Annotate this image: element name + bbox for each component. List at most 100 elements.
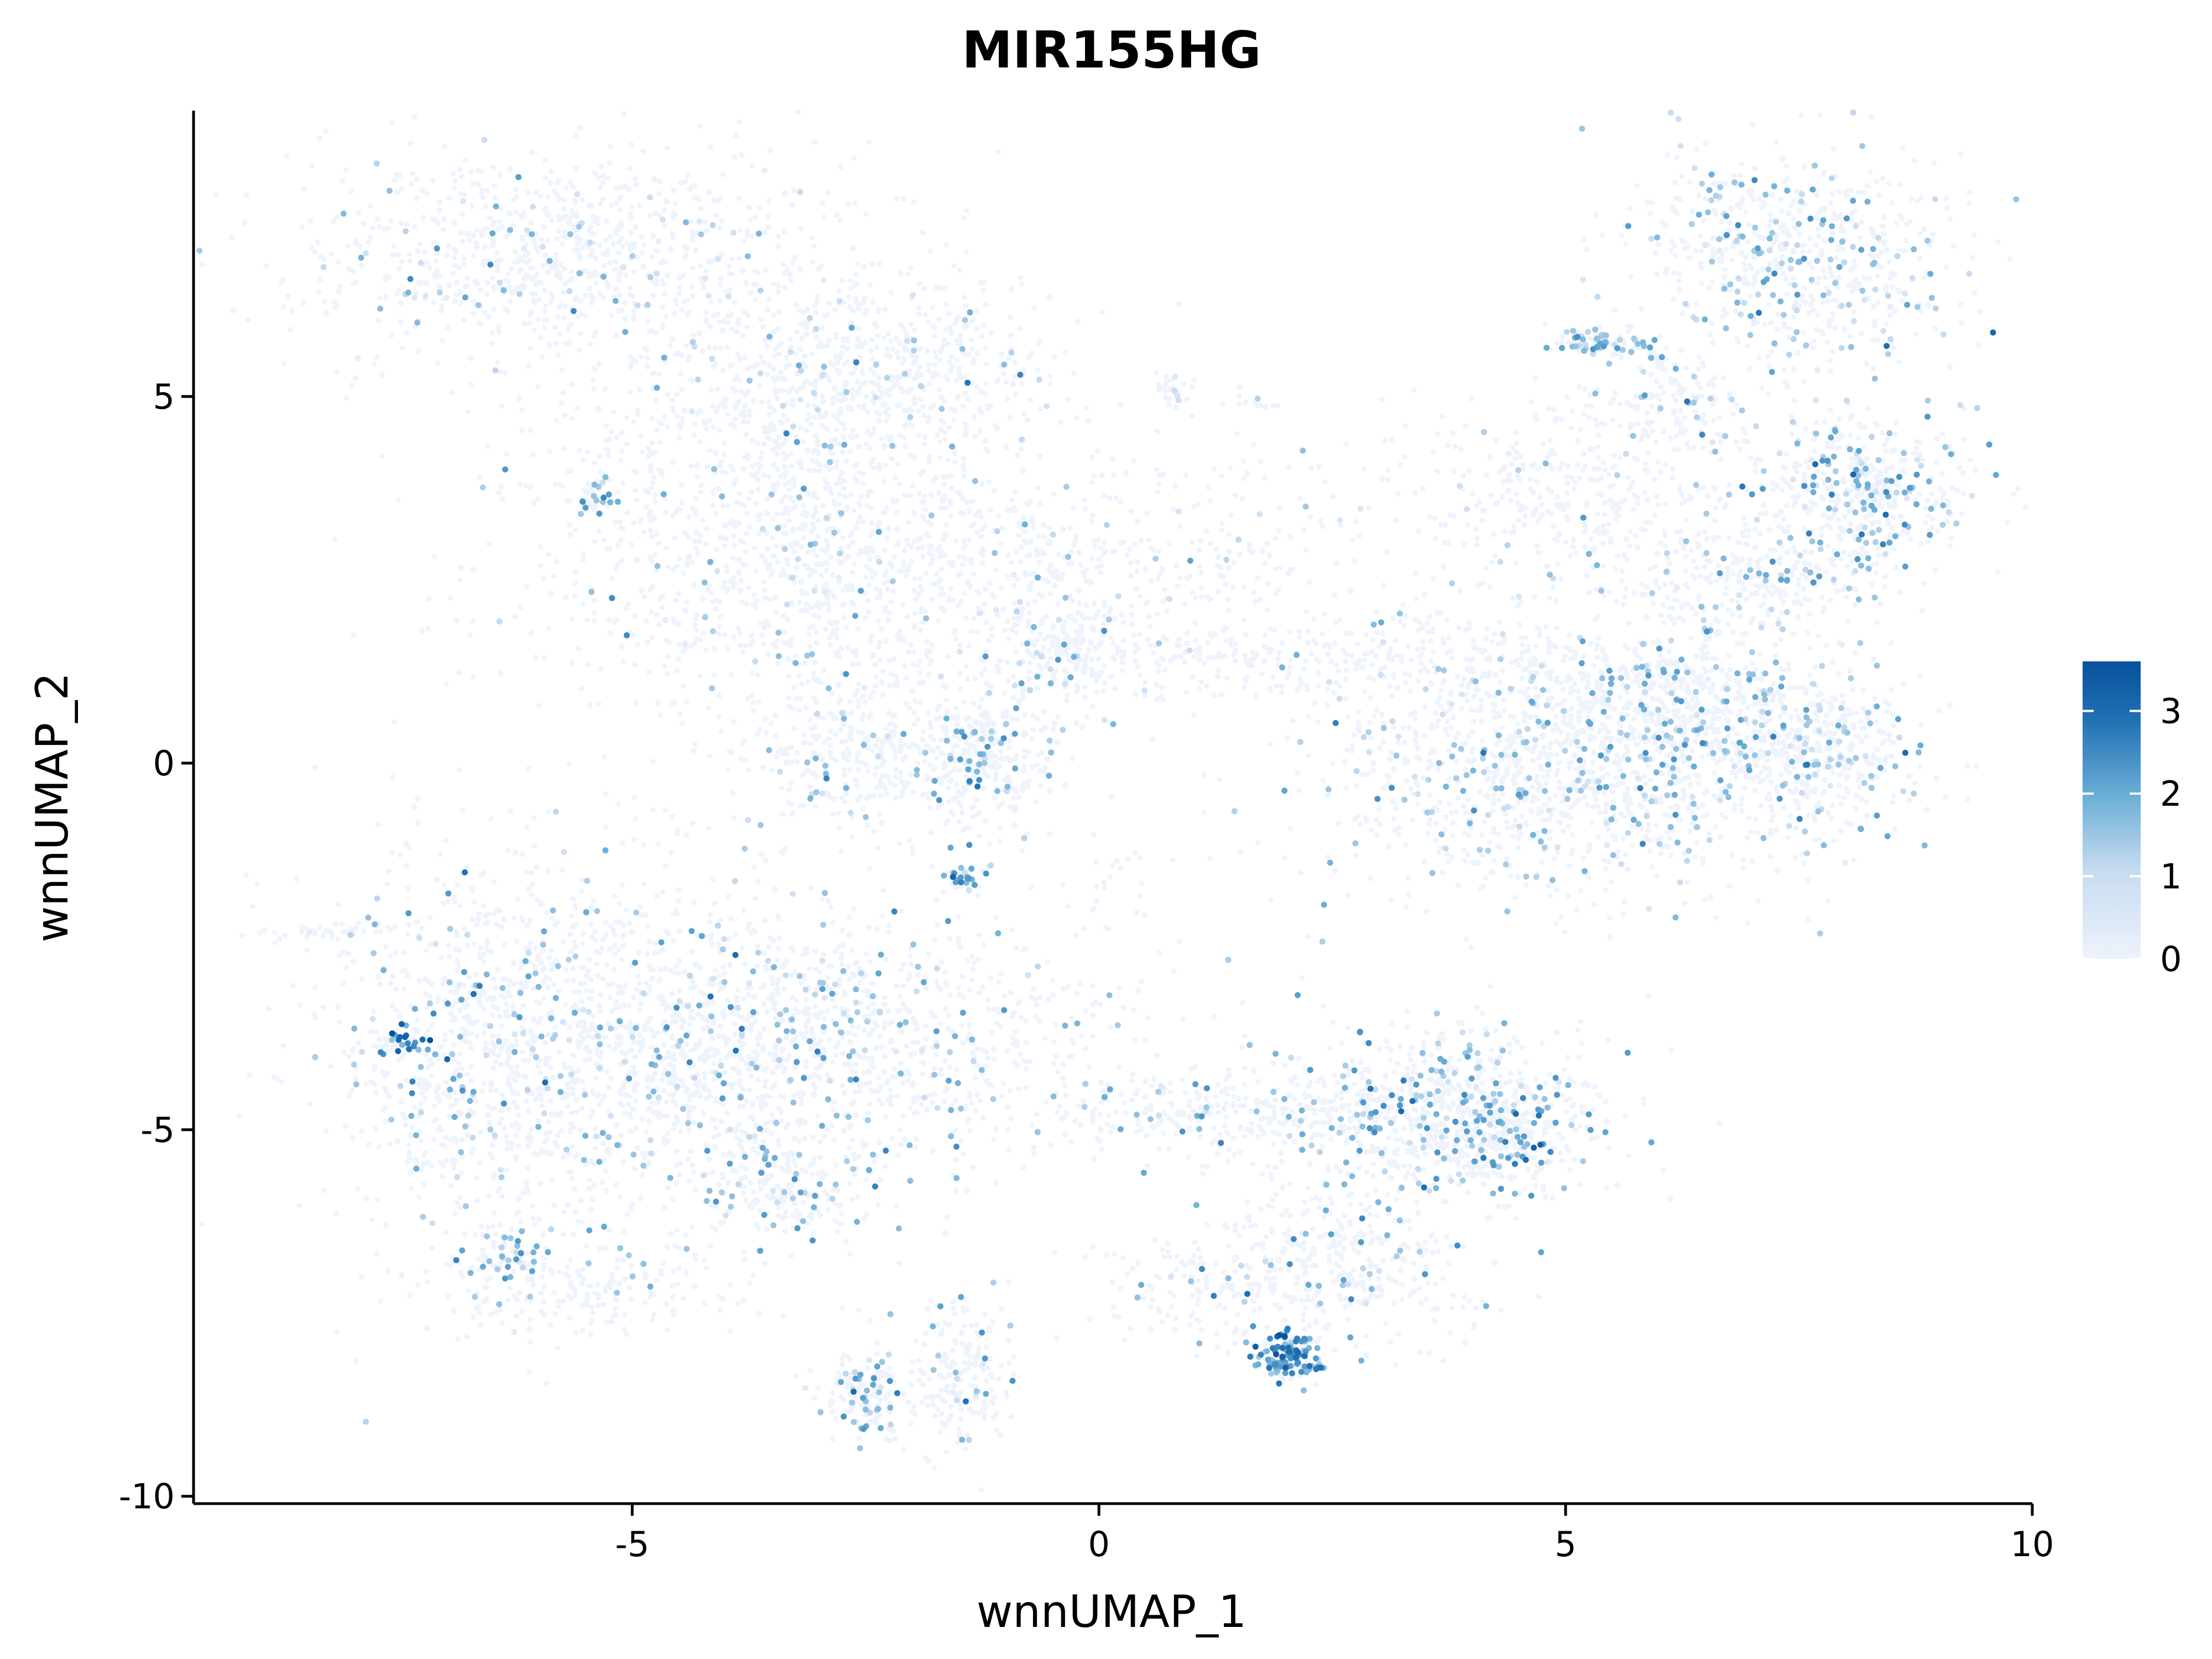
cell-point (1089, 454, 1095, 460)
cell-point (891, 682, 898, 688)
cell-point (651, 176, 658, 182)
cell-point (1890, 345, 1896, 351)
cell-point (670, 460, 676, 466)
cell-point (814, 335, 820, 340)
cell-point (937, 455, 943, 461)
cell-point (1146, 613, 1152, 619)
cell-point (868, 432, 874, 439)
cell-point (745, 312, 752, 319)
cell-point (970, 814, 976, 820)
cell-point (1416, 627, 1422, 633)
cell-point (1166, 541, 1172, 546)
cell-point (847, 278, 853, 284)
cell-point (825, 190, 831, 196)
cell-point (911, 588, 917, 594)
cell-point (309, 244, 315, 250)
cell-point (1569, 408, 1575, 414)
cell-point (1698, 393, 1704, 399)
cell-point (1879, 223, 1885, 229)
cell-point (766, 399, 772, 405)
cell-point (624, 509, 630, 515)
cell-point (952, 459, 958, 465)
cell-point (1079, 724, 1086, 730)
cell-point (849, 435, 855, 441)
cell-point (1055, 713, 1061, 719)
cell-point (1019, 281, 1024, 287)
cell-point (1673, 195, 1679, 201)
cell-point (800, 535, 806, 541)
cell-point (544, 238, 550, 244)
cell-point (874, 345, 880, 351)
cell-point (720, 585, 726, 591)
cell-point (1226, 608, 1232, 614)
cell-point (263, 263, 269, 269)
cell-point (897, 340, 902, 346)
cell-point (484, 291, 490, 297)
cell-point (1743, 209, 1749, 215)
cell-point (957, 268, 963, 273)
cell-point (1976, 309, 1983, 315)
cell-point (901, 356, 907, 362)
cell-point (826, 608, 832, 614)
cell-point (1250, 441, 1256, 447)
cell-point (1781, 321, 1787, 327)
cell-point (1333, 560, 1339, 566)
cell-point (770, 516, 776, 522)
cell-point (471, 253, 477, 259)
cell-point (718, 345, 724, 351)
cell-point (1681, 387, 1687, 393)
cell-point (1971, 290, 1978, 296)
cell-point (943, 326, 950, 332)
cell-point (433, 258, 439, 264)
cell-point (1063, 669, 1069, 675)
cell-point (911, 721, 917, 727)
cell-point (569, 415, 575, 421)
cell-point (682, 179, 688, 185)
cell-point (1196, 686, 1202, 692)
cell-point (1319, 631, 1326, 637)
cell-point (926, 671, 932, 677)
cell-point (628, 215, 634, 221)
cell-point (938, 426, 944, 432)
cell-point (476, 181, 482, 187)
cell-point (562, 266, 568, 272)
cell-point (751, 707, 757, 713)
cell-point (555, 352, 561, 358)
cell-point (978, 550, 984, 556)
cell-point (945, 654, 951, 660)
cell-point (469, 169, 475, 175)
cell-point (1595, 432, 1601, 439)
cell-point (804, 601, 810, 607)
cell-point (1219, 401, 1225, 407)
cell-point (1092, 543, 1098, 549)
cell-point (775, 289, 781, 295)
cell-point (417, 241, 423, 247)
cell-point (1875, 337, 1881, 343)
cell-point (1512, 456, 1518, 462)
cell-point (961, 215, 967, 221)
cell-point (602, 754, 608, 760)
cell-point (856, 469, 862, 476)
cell-point (1150, 736, 1155, 742)
cell-point (841, 766, 847, 773)
cell-point (1676, 286, 1682, 293)
cell-point (546, 625, 552, 632)
cell-point (1678, 408, 1684, 414)
cell-point (1098, 545, 1104, 551)
cell-point (490, 164, 496, 170)
cell-point (1342, 658, 1348, 664)
cell-point (444, 252, 450, 258)
cell-point (1343, 676, 1349, 682)
cell-point (1582, 463, 1588, 469)
cell-point (1050, 623, 1056, 629)
cell-point (917, 700, 924, 706)
cell-point (889, 434, 895, 440)
cell-point (911, 327, 917, 333)
cell-point (786, 695, 792, 701)
cell-point (1883, 321, 1889, 327)
cell-point (613, 231, 619, 237)
cell-point (315, 239, 321, 245)
cell-point (852, 692, 858, 698)
cell-point (1154, 467, 1160, 473)
cell-point (317, 276, 324, 283)
